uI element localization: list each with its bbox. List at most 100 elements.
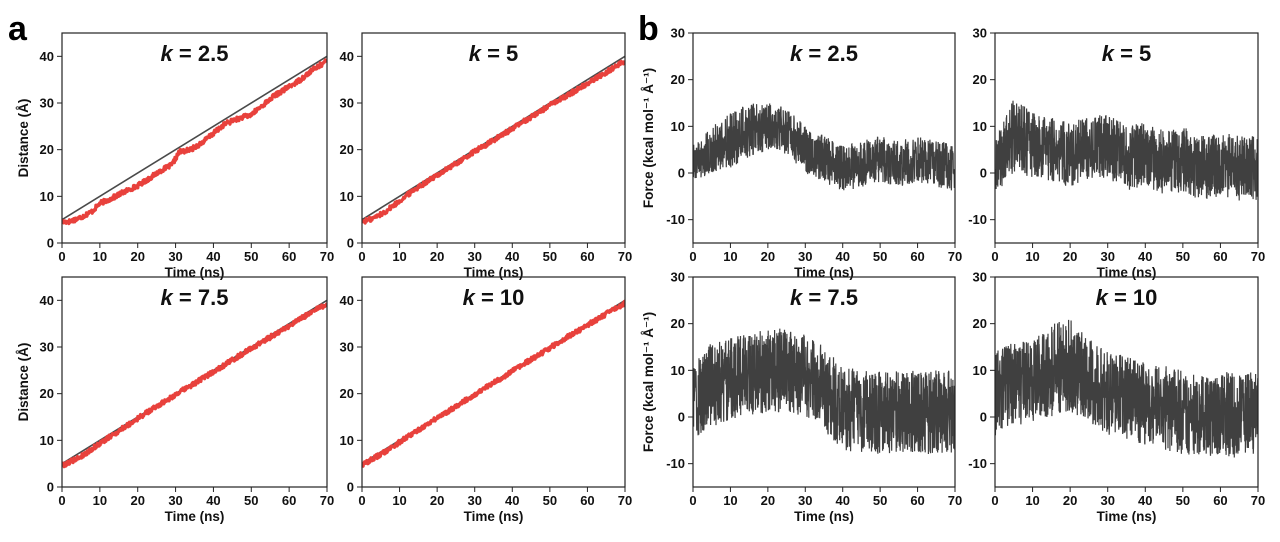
x-tick-label: 0	[991, 493, 998, 508]
x-tick-label: 10	[1025, 249, 1039, 264]
plot-area	[995, 100, 1258, 201]
x-tick-label: 60	[910, 493, 924, 508]
axes-frame	[994, 276, 1259, 488]
axes-frame	[994, 32, 1259, 244]
y-tick-label: 0	[678, 410, 685, 425]
x-tick-label: 60	[1213, 493, 1227, 508]
x-axis-label: Time (ns)	[464, 509, 524, 524]
x-tick-label: 50	[873, 249, 887, 264]
y-tick-label: 40	[340, 49, 354, 64]
y-tick-label: 30	[973, 270, 987, 285]
y-tick-label: 10	[340, 433, 354, 448]
y-tick-label: 0	[980, 410, 987, 425]
x-tick-label: 10	[1025, 493, 1039, 508]
distance-series-line	[62, 58, 327, 226]
y-tick-label: 20	[671, 316, 685, 331]
y-tick-label: 30	[40, 340, 54, 355]
x-tick-label: 40	[206, 493, 220, 508]
x-tick-label: 40	[1138, 493, 1152, 508]
title-variable: k	[1102, 41, 1116, 66]
x-tick-label: 50	[244, 493, 258, 508]
force-series-line	[693, 103, 955, 191]
panel-title: k = 10	[1096, 285, 1158, 310]
x-tick-label: 20	[1063, 249, 1077, 264]
x-tick-label: 50	[543, 493, 557, 508]
x-tick-label: 20	[1063, 493, 1077, 508]
x-axis-label: Time (ns)	[1097, 509, 1157, 524]
y-tick-label: 20	[671, 72, 685, 87]
y-tick-label: 10	[973, 363, 987, 378]
x-tick-label: 60	[580, 493, 594, 508]
y-tick-label: 10	[671, 119, 685, 134]
x-tick-label: 10	[723, 249, 737, 264]
y-tick-label: 20	[973, 316, 987, 331]
x-tick-label: 20	[130, 493, 144, 508]
x-tick-label: 60	[282, 493, 296, 508]
plot-area	[693, 103, 955, 191]
x-tick-label: 30	[467, 493, 481, 508]
y-tick-label: 20	[340, 142, 354, 157]
x-tick-label: 0	[358, 249, 365, 264]
x-tick-label: 70	[320, 249, 334, 264]
title-variable: k	[161, 41, 175, 66]
x-axis-label: Time (ns)	[464, 265, 524, 280]
axes-frame	[692, 32, 956, 244]
y-tick-label: -10	[666, 212, 685, 227]
title-value: = 10	[1108, 285, 1158, 310]
panel-title: k = 5	[469, 41, 519, 66]
x-tick-label: 10	[93, 493, 107, 508]
x-tick-label: 70	[948, 493, 962, 508]
title-variable: k	[1096, 285, 1110, 310]
y-tick-label: 30	[973, 26, 987, 41]
x-tick-label: 50	[1176, 493, 1190, 508]
y-tick-label: 10	[340, 189, 354, 204]
y-tick-label: 40	[40, 293, 54, 308]
x-tick-label: 50	[543, 249, 557, 264]
y-tick-label: 40	[340, 293, 354, 308]
reference-line	[362, 55, 625, 221]
panel-title: k = 7.5	[790, 285, 858, 310]
axes-frame	[692, 276, 956, 488]
y-tick-label: 20	[340, 386, 354, 401]
y-tick-label: 10	[973, 119, 987, 134]
x-tick-label: 0	[58, 493, 65, 508]
y-tick-label: -10	[968, 456, 987, 471]
x-tick-label: 40	[505, 249, 519, 264]
x-tick-label: 10	[93, 249, 107, 264]
x-tick-label: 0	[58, 249, 65, 264]
x-tick-label: 70	[320, 493, 334, 508]
x-tick-label: 0	[689, 493, 696, 508]
title-value: = 7.5	[802, 285, 858, 310]
force-series-line	[995, 100, 1258, 201]
y-axis-label: Force (kcal mol⁻¹ Å⁻¹)	[641, 68, 656, 208]
y-tick-label: 30	[340, 96, 354, 111]
x-tick-label: 40	[835, 493, 849, 508]
x-tick-label: 60	[1213, 249, 1227, 264]
title-value: = 5	[481, 41, 518, 66]
x-tick-label: 40	[206, 249, 220, 264]
axes-frame	[361, 32, 626, 244]
y-tick-label: -10	[666, 456, 685, 471]
title-value: = 5	[1114, 41, 1151, 66]
y-tick-label: 20	[40, 386, 54, 401]
title-value: = 10	[475, 285, 525, 310]
panel-title: k = 5	[1102, 41, 1152, 66]
plot-area	[62, 55, 327, 226]
plot-area	[995, 319, 1258, 458]
title-value: = 2.5	[802, 41, 858, 66]
title-variable: k	[790, 285, 804, 310]
x-tick-label: 30	[1100, 493, 1114, 508]
force-series-line	[693, 328, 955, 455]
y-tick-label: 30	[671, 26, 685, 41]
title-variable: k	[463, 285, 477, 310]
x-tick-label: 30	[467, 249, 481, 264]
x-tick-label: 40	[835, 249, 849, 264]
y-tick-label: 20	[973, 72, 987, 87]
y-tick-label: 0	[980, 166, 987, 181]
